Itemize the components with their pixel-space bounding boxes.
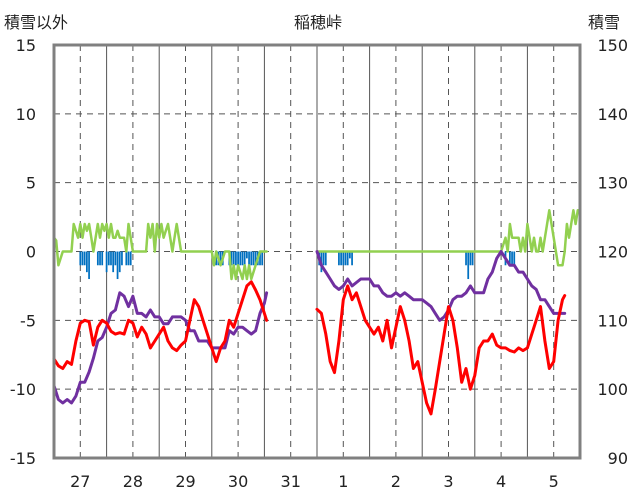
precipitation-bar: [338, 251, 340, 266]
precipitation-bar: [340, 251, 342, 266]
left-tick-label: 0: [26, 243, 36, 262]
precipitation-bar: [342, 251, 345, 266]
left-tick-label: -10: [10, 380, 36, 399]
snow-depth-line: [315, 250, 567, 322]
temp-change-line: [52, 222, 268, 281]
x-tick-label: 27: [70, 472, 90, 491]
chart-title: 稲穂峠: [294, 13, 342, 32]
x-tick-label: 5: [549, 472, 559, 491]
x-tick-label: 3: [443, 472, 453, 491]
precipitation-bar: [85, 251, 88, 273]
precipitation-bar: [105, 251, 108, 273]
precipitation-bar: [252, 251, 255, 266]
precipitation-bar: [88, 251, 90, 280]
precipitation-bar: [351, 251, 353, 266]
right-tick-label: 140: [597, 105, 628, 124]
precipitation-bar: [79, 251, 82, 266]
precipitation-bar: [322, 251, 325, 266]
x-tick-label: 31: [281, 472, 301, 491]
precipitation-bar: [219, 251, 222, 266]
left-tick-label: 5: [26, 174, 36, 193]
precipitation-bar: [248, 251, 250, 266]
precipitation-bar: [121, 251, 123, 266]
series-lines: [52, 208, 582, 416]
precipitation-bar: [243, 251, 246, 266]
precipitation-bar: [81, 251, 84, 266]
precipitation-bar: [129, 251, 132, 266]
temperature-line: [315, 284, 567, 416]
right-tick-label: 120: [597, 243, 628, 262]
grid-lines: [54, 45, 580, 458]
precipitation-bar: [241, 251, 244, 266]
x-tick-label: 29: [175, 472, 195, 491]
precipitation-bar: [346, 251, 349, 266]
temp-change-line: [315, 208, 582, 267]
left-tick-label: -15: [10, 449, 36, 468]
right-tick-label: 100: [597, 380, 628, 399]
precipitation-bar: [232, 251, 235, 273]
precipitation-bar: [511, 251, 513, 266]
right-tick-label: 110: [597, 311, 628, 330]
x-tick-label: 1: [338, 472, 348, 491]
x-tick-label: 30: [228, 472, 248, 491]
precipitation-bar: [230, 251, 233, 266]
precipitation-bar: [239, 251, 242, 266]
precipitation-bar: [348, 251, 351, 259]
left-tick-label: 10: [16, 105, 36, 124]
precipitation-bar: [513, 251, 516, 266]
x-tick-labels: 27 28 29 30 31 1 2 3 4 5: [70, 472, 559, 491]
precipitation-bar: [125, 251, 128, 266]
precipitation-bar: [96, 251, 99, 266]
precipitation-bar: [83, 251, 86, 266]
precipitation-bar: [508, 251, 511, 266]
x-tick-label: 4: [496, 472, 506, 491]
left-tick-labels: 15 10 5 0 -5 -10 -15: [10, 36, 36, 468]
left-tick-label: 15: [16, 36, 36, 55]
precipitation-bar: [99, 251, 101, 266]
right-tick-label: 130: [597, 174, 628, 193]
precipitation-bar: [107, 251, 110, 266]
x-tick-label: 28: [123, 472, 143, 491]
precipitation-bar: [465, 251, 467, 266]
precipitation-bar: [110, 251, 112, 266]
precipitation-bar: [467, 251, 470, 280]
precipitation-bar: [245, 251, 248, 259]
precipitation-bar: [114, 251, 117, 266]
x-tick-label: 2: [391, 472, 401, 491]
precipitation-bar: [237, 251, 239, 266]
precipitation-bar: [112, 251, 115, 273]
precipitation-bar: [259, 251, 261, 266]
precipitation-bar: [116, 251, 119, 280]
right-tick-label: 150: [597, 36, 628, 55]
left-axis-label: 積雪以外: [4, 13, 68, 32]
left-tick-label: -5: [20, 311, 36, 330]
snow-depth-line: [52, 291, 269, 405]
precipitation-bar: [127, 251, 130, 266]
right-tick-label: 90: [608, 449, 628, 468]
precipitation-bar: [261, 251, 264, 266]
plot-border: [52, 43, 582, 460]
precipitation-bar: [469, 251, 472, 266]
precipitation-bar: [235, 251, 237, 266]
precipitation-bar: [471, 251, 474, 266]
temperature-line: [52, 280, 269, 370]
precipitation-bar: [118, 251, 121, 273]
right-tick-labels: 150 140 130 120 110 100 90: [597, 36, 628, 468]
right-axis-label: 積雪: [588, 13, 620, 32]
precipitation-bar: [254, 251, 257, 266]
precipitation-bar: [101, 251, 104, 266]
precipitation-bar: [250, 251, 253, 266]
precipitation-bar: [324, 251, 327, 266]
precipitation-bar: [344, 251, 347, 266]
